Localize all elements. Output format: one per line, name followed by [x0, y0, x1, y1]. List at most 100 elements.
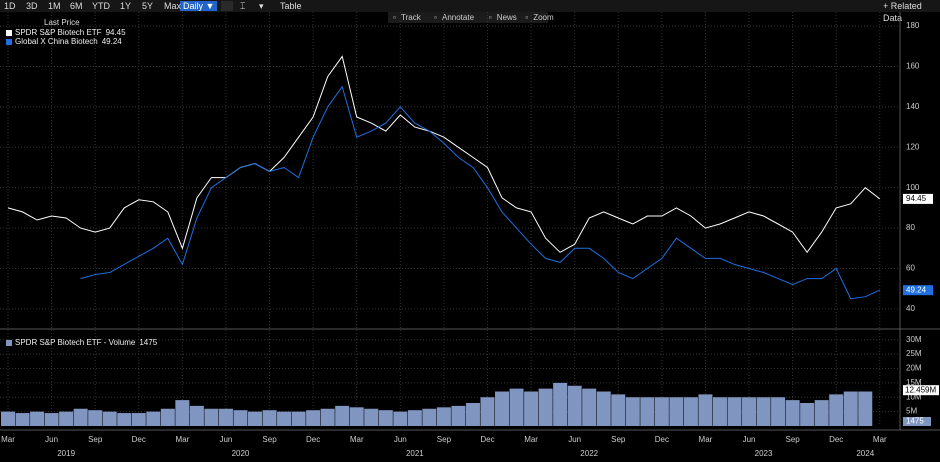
price-line [7, 55, 881, 254]
y-tick-label: 140 [906, 102, 920, 111]
range-button[interactable]: Max [164, 1, 182, 11]
volume-bar [117, 413, 132, 426]
x-tick-label: Jun [394, 435, 407, 444]
x-tick-label: Sep [786, 435, 801, 444]
volume-bar [291, 411, 306, 426]
price-line [80, 85, 881, 300]
volume-bar [611, 394, 626, 426]
year-label: 2023 [755, 449, 773, 458]
average-tag [903, 385, 939, 396]
x-tick-label: Dec [132, 435, 146, 444]
chart-type-icon[interactable] [221, 1, 233, 11]
range-button[interactable]: YTD [92, 1, 110, 11]
volume-bar [553, 382, 568, 426]
y-tick-label: 5M [906, 407, 917, 416]
volume-bar [320, 408, 335, 426]
x-tick-label: Sep [88, 435, 103, 444]
volume-bar [160, 408, 175, 426]
volume-bar [451, 405, 466, 426]
last-volume-tag [903, 416, 931, 426]
bar-type-icon[interactable]: ⌶ [240, 1, 246, 11]
volume-bar [131, 413, 146, 426]
x-tick-label: Jun [45, 435, 58, 444]
volume-bar [814, 400, 829, 426]
year-label: 2024 [856, 449, 874, 458]
related-data-button[interactable]: + Related Data [883, 1, 922, 23]
legend-swatch [6, 340, 12, 346]
volume-bar [567, 385, 582, 426]
y-tick-label: 160 [906, 62, 920, 71]
volume-bar [683, 397, 698, 426]
volume-bar [800, 403, 815, 426]
volume-bar [495, 391, 510, 426]
x-tick-label: Sep [262, 435, 277, 444]
volume-bar [73, 408, 88, 426]
tool-icon: ▫ [393, 13, 396, 22]
frequency-button[interactable]: Daily ▼ [180, 0, 218, 12]
y-tick-label: 80 [906, 223, 915, 232]
volume-bar [843, 391, 858, 426]
volume-bar [146, 411, 161, 426]
volume-bar [858, 391, 873, 426]
tool-button[interactable]: News [497, 13, 517, 22]
volume-bar [364, 408, 379, 426]
volume-bar [248, 411, 263, 426]
volume-bar [30, 411, 45, 426]
x-tick-label: Mar [1, 435, 15, 444]
volume-bar [277, 411, 292, 426]
toolbar: Daily ▼ ⌶ ▾ Table + Related Data 1D 3D 1M 6… [0, 0, 940, 23]
volume-bar [756, 397, 771, 426]
legend-swatch [6, 30, 12, 36]
volume-bar [1, 411, 15, 426]
volume-bar [771, 397, 786, 426]
more-icon[interactable]: ▾ [259, 1, 264, 11]
volume-bar [509, 388, 524, 426]
range-button[interactable]: 3D [26, 1, 38, 11]
range-button[interactable]: 6M [70, 1, 83, 11]
volume-bar [524, 391, 539, 426]
range-button[interactable]: 1Y [120, 1, 132, 11]
volume-bar [712, 397, 727, 426]
last-value-label: 49.24 [906, 285, 927, 294]
tool-button[interactable]: Zoom [533, 13, 554, 22]
year-label: 2021 [406, 449, 424, 458]
volume-bar [640, 397, 655, 426]
range-button[interactable]: 1D [4, 1, 16, 11]
last-value-label: 94.45 [906, 194, 927, 203]
tool-button[interactable]: Annotate [442, 13, 475, 22]
volume-bar [596, 391, 611, 426]
x-tick-label: Mar [524, 435, 538, 444]
volume-bar [538, 388, 553, 426]
legend-value: 94.45 [106, 28, 127, 37]
tool-button[interactable]: Track [401, 13, 422, 22]
x-tick-label: Dec [655, 435, 669, 444]
x-tick-label: Mar [350, 435, 364, 444]
volume-bar [218, 408, 233, 426]
volume-bar [262, 410, 277, 426]
year-label: 2019 [57, 449, 75, 458]
x-tick-label: Mar [699, 435, 713, 444]
volume-bar [669, 397, 684, 426]
volume-bar [480, 397, 495, 426]
tools-strip [388, 12, 548, 23]
last-value-tag [903, 285, 933, 296]
volume-bar [88, 410, 103, 426]
table-button[interactable]: Table [280, 1, 302, 11]
volume-bar [727, 397, 742, 426]
y-tick-label: 10M [906, 392, 922, 401]
volume-bar [204, 408, 219, 426]
volume-bar [582, 388, 597, 426]
x-tick-label: Sep [611, 435, 626, 444]
range-button[interactable]: 5Y [142, 1, 154, 11]
range-button[interactable]: 1M [48, 1, 61, 11]
y-tick-label: 30M [906, 335, 922, 344]
volume-bar [15, 413, 30, 426]
y-tick-label: 20M [906, 364, 922, 373]
legend-name: Global X China Biotech [15, 37, 98, 46]
frequency-label[interactable]: Daily ▼ [180, 1, 218, 11]
volume-bar [407, 410, 422, 426]
y-tick-label: 25M [906, 349, 922, 358]
tool-icon: ▫ [434, 13, 437, 22]
